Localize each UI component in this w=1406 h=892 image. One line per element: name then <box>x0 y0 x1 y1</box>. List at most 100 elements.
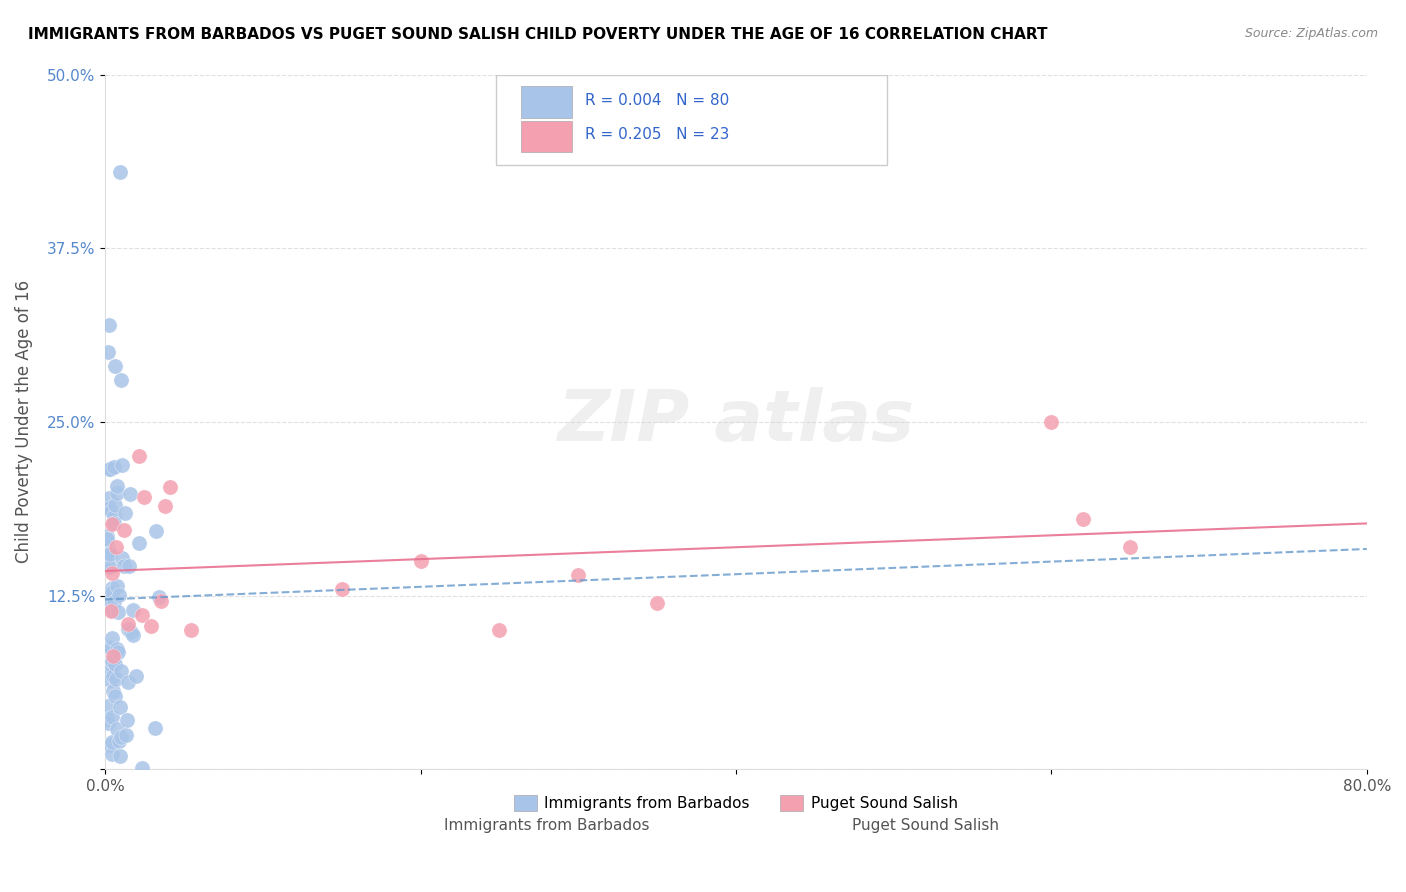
Point <box>108 733 131 747</box>
Point <box>107 479 129 493</box>
Text: Puget Sound Salish: Puget Sound Salish <box>852 818 998 833</box>
Point <box>159 480 181 494</box>
Point <box>98 560 121 574</box>
Point <box>150 594 173 608</box>
Point <box>145 524 167 538</box>
Point <box>101 632 124 646</box>
Point <box>110 730 132 744</box>
Point <box>100 503 122 517</box>
Point <box>148 590 170 604</box>
Point <box>117 623 139 637</box>
Point <box>96 640 118 655</box>
Point <box>1040 415 1063 429</box>
Point <box>97 593 120 607</box>
Point <box>105 579 128 593</box>
Point <box>155 499 177 513</box>
Point <box>1119 540 1142 554</box>
Point <box>103 516 125 530</box>
Point <box>124 668 146 682</box>
Point <box>108 749 131 764</box>
Point <box>139 619 162 633</box>
Point <box>120 624 142 639</box>
Point <box>107 485 129 500</box>
Point <box>101 710 124 724</box>
Point <box>118 558 141 573</box>
FancyBboxPatch shape <box>496 75 887 165</box>
Point <box>98 738 121 752</box>
Point <box>105 541 128 555</box>
Point <box>100 604 122 618</box>
Point <box>122 628 145 642</box>
Point <box>112 559 135 574</box>
Point <box>131 608 153 623</box>
Point <box>100 547 122 561</box>
Point <box>330 582 353 596</box>
Point <box>115 728 138 742</box>
FancyBboxPatch shape <box>522 87 572 118</box>
Text: ZIP atlas: ZIP atlas <box>557 387 914 457</box>
Point <box>96 665 118 680</box>
Point <box>101 649 124 664</box>
Text: Immigrants from Barbados: Immigrants from Barbados <box>444 818 650 833</box>
Legend: Immigrants from Barbados, Puget Sound Salish: Immigrants from Barbados, Puget Sound Sa… <box>508 789 965 817</box>
Text: IMMIGRANTS FROM BARBADOS VS PUGET SOUND SALISH CHILD POVERTY UNDER THE AGE OF 16: IMMIGRANTS FROM BARBADOS VS PUGET SOUND … <box>28 27 1047 42</box>
Point <box>103 508 125 523</box>
Point <box>143 721 166 735</box>
Point <box>108 699 131 714</box>
Point <box>409 554 432 568</box>
Point <box>105 723 128 737</box>
Text: R = 0.205   N = 23: R = 0.205 N = 23 <box>585 128 728 143</box>
Point <box>101 516 124 531</box>
FancyBboxPatch shape <box>522 121 572 153</box>
Point <box>97 345 120 359</box>
Point <box>107 645 129 659</box>
Point <box>96 558 118 573</box>
Point <box>132 491 155 505</box>
Point <box>100 461 122 475</box>
Point <box>98 593 121 607</box>
Point <box>108 588 131 602</box>
Point <box>101 658 124 673</box>
Point <box>100 581 122 595</box>
Y-axis label: Child Poverty Under the Age of 16: Child Poverty Under the Age of 16 <box>15 280 32 564</box>
Point <box>100 640 122 655</box>
Point <box>101 585 124 599</box>
Point <box>96 698 118 713</box>
Point <box>96 532 118 546</box>
Point <box>103 460 125 475</box>
Point <box>97 716 120 731</box>
Point <box>101 734 124 748</box>
Point <box>567 567 589 582</box>
Point <box>107 606 129 620</box>
Point <box>98 549 121 564</box>
Point <box>115 713 138 727</box>
Text: R = 0.004   N = 80: R = 0.004 N = 80 <box>585 93 728 108</box>
Point <box>117 674 139 689</box>
Point <box>110 458 132 472</box>
Point <box>100 566 122 580</box>
Point <box>98 501 121 516</box>
Point <box>96 529 118 543</box>
Point <box>128 449 150 463</box>
Point <box>105 672 128 686</box>
Point <box>104 689 127 703</box>
Point <box>101 653 124 667</box>
Point <box>117 616 139 631</box>
Point <box>110 664 132 678</box>
Point <box>98 491 121 505</box>
Point <box>101 603 124 617</box>
Point <box>98 673 121 687</box>
Point <box>114 506 136 520</box>
Point <box>104 657 127 672</box>
Point <box>128 535 150 549</box>
Point <box>1071 512 1094 526</box>
Point <box>98 318 121 332</box>
Point <box>97 461 120 475</box>
Point <box>96 712 118 726</box>
Point <box>111 550 134 565</box>
Point <box>103 669 125 683</box>
Point <box>488 624 510 638</box>
Point <box>105 641 128 656</box>
Point <box>110 373 132 387</box>
Point <box>131 762 153 776</box>
